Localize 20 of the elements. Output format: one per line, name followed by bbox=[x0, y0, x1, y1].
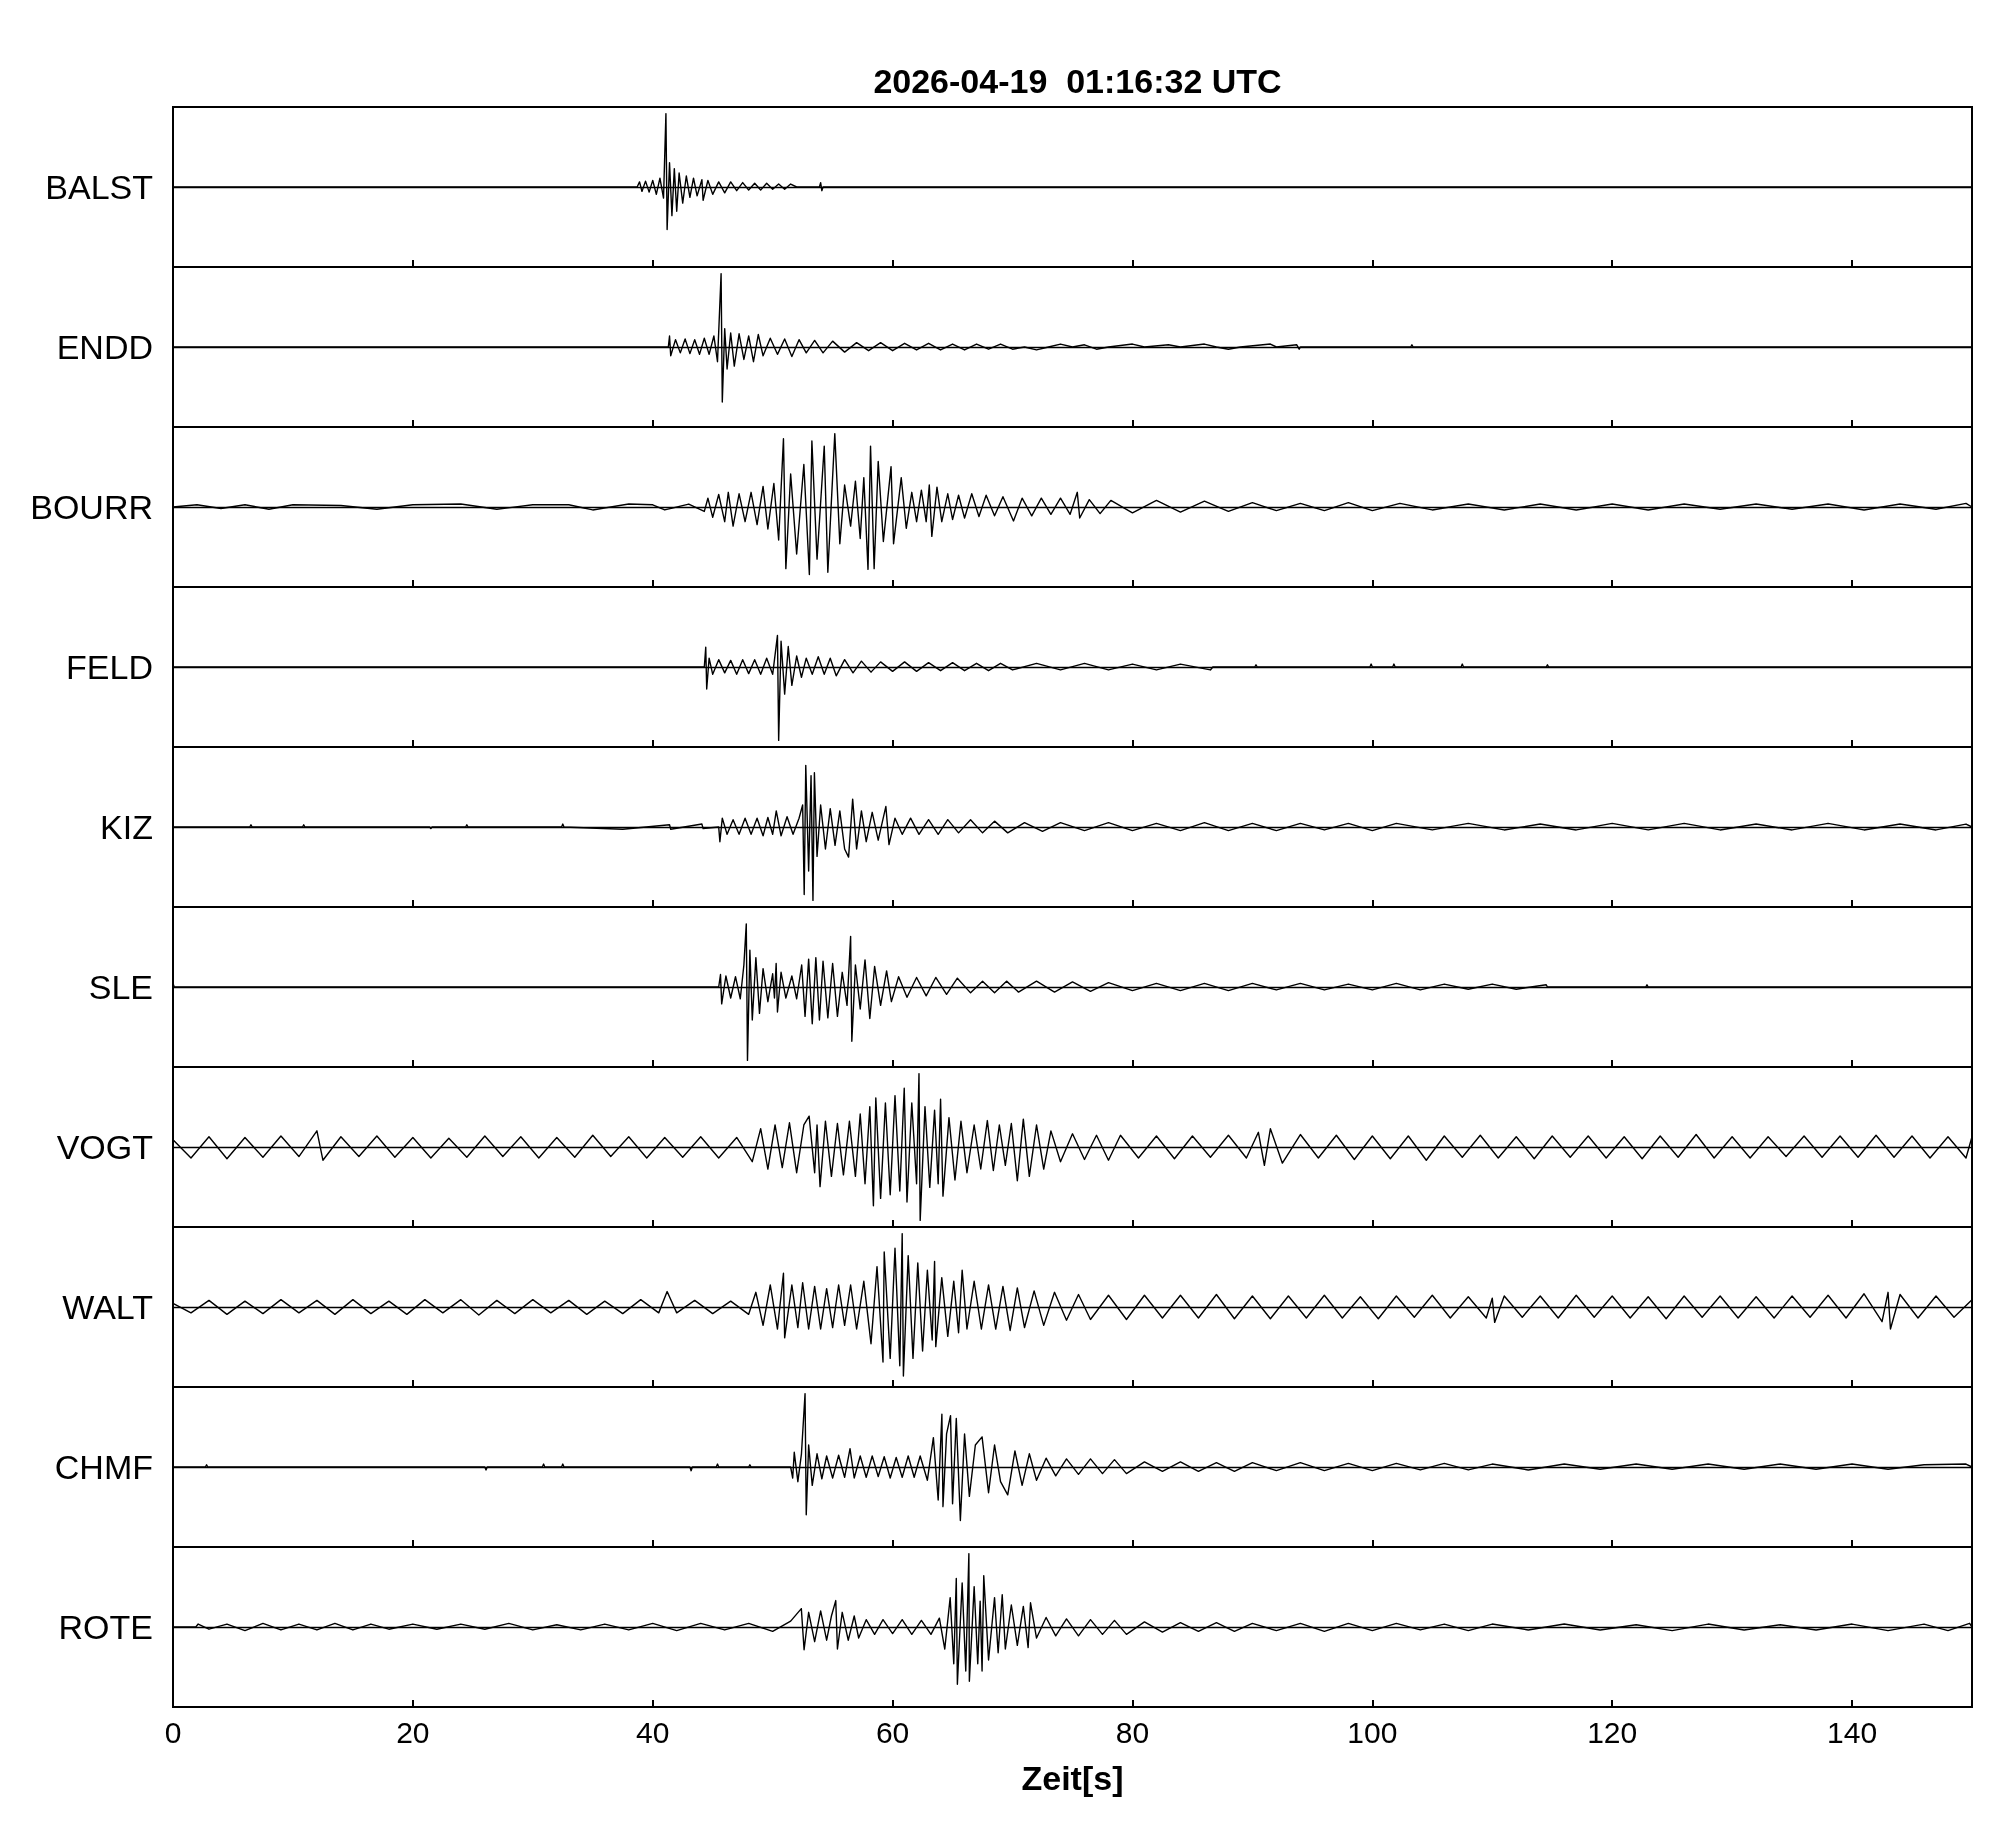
y-axis-title: FELD bbox=[66, 648, 153, 686]
y-axis-title: BOURR bbox=[30, 488, 153, 526]
y-axis-title: SLE bbox=[88, 968, 153, 1006]
x-tick-label: 20 bbox=[396, 1715, 430, 1749]
x-axis-title: Zeit[s] bbox=[1021, 1759, 1124, 1797]
y-axis-title: KIZ bbox=[100, 808, 153, 846]
x-tick-label: 0 bbox=[164, 1715, 182, 1749]
x-tick-label: 40 bbox=[636, 1715, 670, 1749]
x-tick-label: 100 bbox=[1347, 1715, 1398, 1749]
y-axis-title: WALT bbox=[62, 1288, 153, 1326]
y-axis-title: CHMF bbox=[54, 1448, 153, 1486]
x-tick-label: 80 bbox=[1115, 1715, 1150, 1749]
x-tick-label: 120 bbox=[1587, 1715, 1638, 1749]
y-axis-title: BALST bbox=[45, 168, 153, 206]
y-axis-title: ROTE bbox=[58, 1608, 153, 1646]
x-tick-label: 60 bbox=[875, 1715, 910, 1749]
y-axis-title: ENDD bbox=[56, 328, 153, 366]
y-axis-title: VOGT bbox=[56, 1128, 153, 1166]
x-tick-label: 140 bbox=[1827, 1715, 1878, 1749]
chart-title: 2026-04-19 01:16:32 UTC bbox=[873, 62, 1282, 100]
